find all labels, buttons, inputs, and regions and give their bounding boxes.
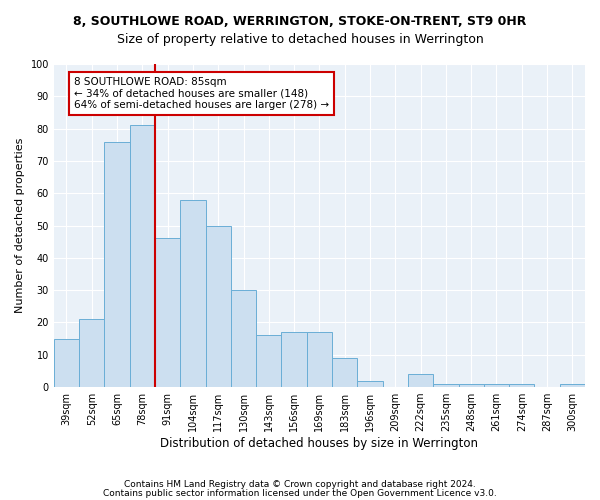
Bar	[130, 126, 155, 387]
Text: Contains HM Land Registry data © Crown copyright and database right 2024.: Contains HM Land Registry data © Crown c…	[124, 480, 476, 489]
Bar	[231, 290, 256, 387]
Text: 8, SOUTHLOWE ROAD, WERRINGTON, STOKE-ON-TRENT, ST9 0HR: 8, SOUTHLOWE ROAD, WERRINGTON, STOKE-ON-…	[73, 15, 527, 28]
Bar	[256, 336, 281, 387]
Bar	[358, 380, 383, 387]
Bar	[79, 319, 104, 387]
Bar	[155, 238, 180, 387]
Bar	[458, 384, 484, 387]
Bar	[54, 338, 79, 387]
Bar	[281, 332, 307, 387]
Text: Contains public sector information licensed under the Open Government Licence v3: Contains public sector information licen…	[103, 489, 497, 498]
Bar	[484, 384, 509, 387]
Bar	[433, 384, 458, 387]
Bar	[104, 142, 130, 387]
Bar	[180, 200, 206, 387]
Bar	[560, 384, 585, 387]
Text: Size of property relative to detached houses in Werrington: Size of property relative to detached ho…	[116, 32, 484, 46]
Bar	[307, 332, 332, 387]
Text: 8 SOUTHLOWE ROAD: 85sqm
← 34% of detached houses are smaller (148)
64% of semi-d: 8 SOUTHLOWE ROAD: 85sqm ← 34% of detache…	[74, 77, 329, 110]
X-axis label: Distribution of detached houses by size in Werrington: Distribution of detached houses by size …	[160, 437, 478, 450]
Y-axis label: Number of detached properties: Number of detached properties	[15, 138, 25, 313]
Bar	[408, 374, 433, 387]
Bar	[206, 226, 231, 387]
Bar	[332, 358, 358, 387]
Bar	[509, 384, 535, 387]
